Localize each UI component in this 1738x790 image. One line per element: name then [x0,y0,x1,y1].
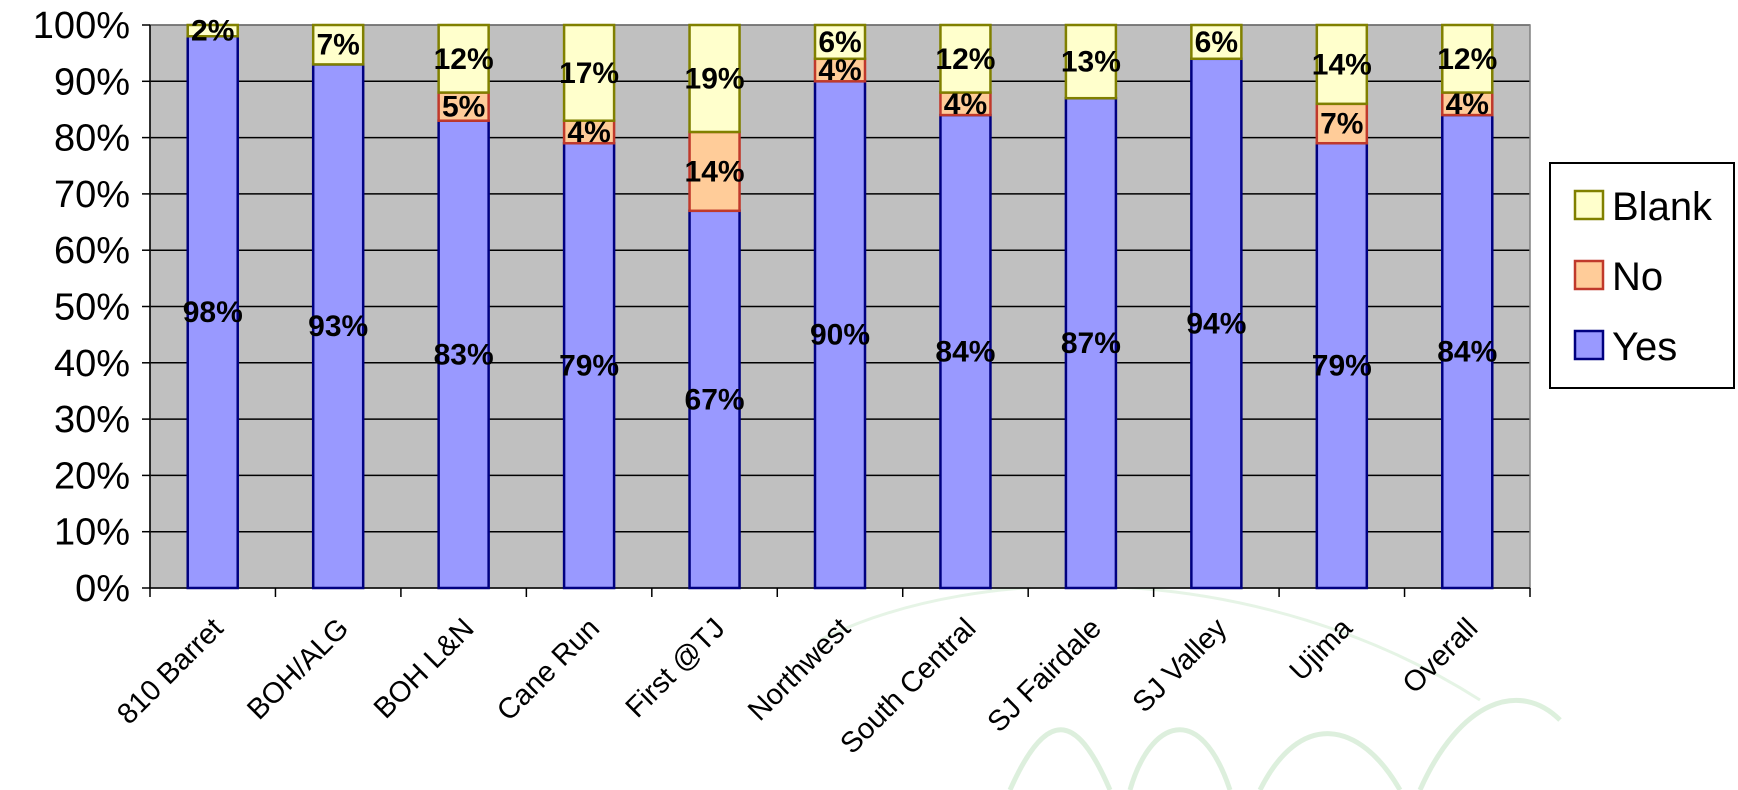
data-label-yes: 83% [434,338,494,371]
y-tick-label: 50% [54,287,130,329]
legend-label-no: No [1612,255,1663,299]
data-label-yes: 79% [1312,350,1372,383]
bar-segment-yes [311,63,365,590]
data-label-yes: 94% [1186,307,1246,340]
y-axis: 0% 10% 20% 30% 40% 50% 60% 70% 80% 90% 100% [33,5,151,610]
bar-segment-blank [437,23,490,94]
bars [186,23,1494,590]
data-label-blank: 2% [191,15,234,48]
bar-segment-blank [1064,23,1118,100]
bar-segment-blank [813,23,867,61]
bar-segment-no [1315,102,1369,145]
data-label-blank: 19% [685,62,745,95]
data-label-no: 4% [818,54,861,87]
data-labels: 98% 2% 93% 7% 83% 5% 12% 79% 4% 17% 67% 14% 19% 90% 4%… [183,15,1498,417]
bar-segment-blank [1441,23,1494,94]
bar-segment-blank [1190,23,1243,61]
data-label-yes: 87% [1061,327,1121,360]
x-tick-label: Overall [1397,612,1485,700]
bar-segment-blank [1315,23,1369,106]
y-tick-label: 40% [54,343,130,385]
legend-label-yes: Yes [1612,325,1677,369]
x-tick-label: Ujima [1284,612,1360,688]
data-label-yes: 84% [935,336,995,369]
data-label-yes: 79% [559,350,619,383]
data-label-yes: 84% [1437,336,1497,369]
y-tick-label: 80% [54,118,130,160]
y-tick-label: 10% [54,512,130,554]
data-label-blank: 12% [935,43,995,76]
data-label-blank: 13% [1061,46,1121,79]
x-tick-label: BOH/ALG [241,612,355,726]
y-tick-label: 20% [54,455,130,497]
x-tick-label: First @TJ [620,612,732,724]
y-tick-label: 100% [33,5,130,47]
x-tick-label: BOH L&N [368,612,481,725]
data-label-no: 4% [1446,88,1489,121]
bar-segment-yes [1064,96,1118,590]
data-label-no: 7% [1320,108,1363,141]
legend-swatch-blank [1573,189,1605,221]
bar-segment-yes [186,35,239,590]
bar-segment-blank [562,23,616,122]
legend-label-blank: Blank [1612,185,1713,229]
data-label-blank: 12% [434,43,494,76]
bar-segment-yes [1190,57,1243,590]
bar-segment-no [688,130,741,213]
bar-segment-yes [813,80,867,590]
y-tick-label: 30% [54,399,130,441]
y-tick-label: 0% [75,568,130,610]
data-label-no: 5% [442,91,485,124]
data-label-blank: 14% [1312,48,1372,81]
legend-swatch-no [1573,259,1605,291]
data-label-yes: 93% [308,310,368,343]
bar-segment-yes [688,209,741,590]
bar-segment-no [437,91,490,122]
y-tick-label: 60% [54,230,130,272]
bar-segment-yes [437,119,490,590]
bar-segment-yes [939,113,992,590]
data-label-no: 14% [685,155,745,188]
bar-segment-blank [186,23,239,38]
x-tick-label: South Central [834,612,982,760]
bar-segment-blank [939,23,992,94]
data-label-blank: 7% [317,29,360,62]
bar-segment-yes [562,141,616,590]
legend: Blank No Yes [1549,162,1735,389]
data-label-yes: 90% [810,319,870,352]
y-tick-label: 90% [54,61,130,103]
x-tick-label: Cane Run [491,612,606,727]
x-tick-label: SJ Valley [1127,612,1234,719]
y-tick-label: 70% [54,174,130,216]
x-tick-label: 810 Barret [111,612,229,730]
data-label-blank: 12% [1437,43,1497,76]
legend-swatch-yes [1573,329,1605,361]
data-label-yes: 67% [685,383,745,416]
data-label-no: 4% [944,88,987,121]
data-label-no: 4% [567,116,610,149]
x-tick-label: Northwest [742,612,857,727]
data-label-blank: 17% [559,57,619,90]
watermark-logo [819,584,1562,790]
data-label-blank: 6% [1195,26,1238,59]
bar-segment-blank [688,23,741,134]
bar-segment-blank [311,23,365,66]
data-label-blank: 6% [818,26,861,59]
data-label-yes: 98% [183,296,243,329]
x-tick-label: SJ Fairdale [982,612,1108,738]
